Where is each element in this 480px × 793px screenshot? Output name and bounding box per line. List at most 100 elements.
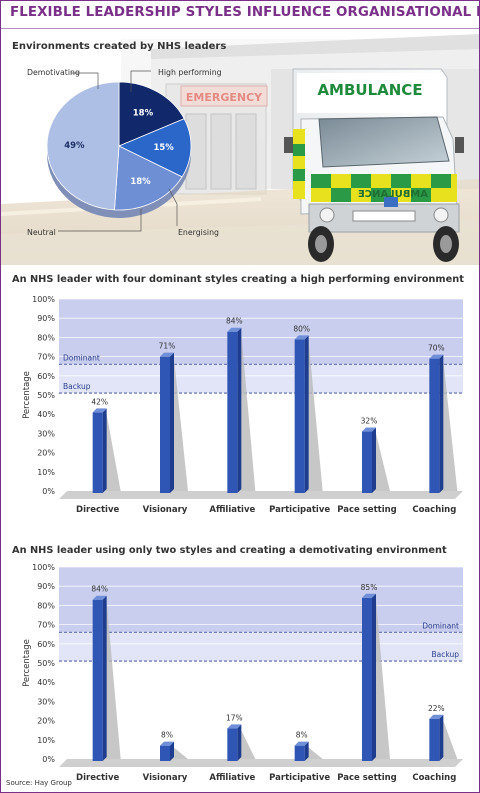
- chart2-y-tick-label: 30%: [37, 697, 55, 706]
- pie-chart: 18% 15% 18% 49%: [46, 81, 192, 218]
- chart2-y-tick-label: 60%: [37, 640, 55, 649]
- chart2-bar-coaching: [429, 718, 440, 761]
- chart2-y-axis-title: Percentage: [22, 639, 32, 687]
- pie-title: Environments created by NHS leaders: [12, 41, 227, 52]
- pie-leader-lines: [58, 70, 178, 232]
- chart1-bar-top-affiliative: [227, 327, 242, 332]
- chart1-bar-top-directive: [92, 408, 107, 413]
- chart2-bar-side-directive: [102, 595, 107, 761]
- chart1-bar-shadow-visionary: [170, 358, 188, 491]
- source-note: Source: Hay Group: [6, 779, 72, 787]
- chart2-bar-side-coaching: [439, 714, 444, 761]
- chart2-bar-participative: [294, 745, 305, 761]
- chart1-y-tick-label: 10%: [37, 468, 55, 477]
- chart1-value-label-pace-setting: 32%: [361, 417, 378, 426]
- chart1-bar-directive: [92, 412, 103, 493]
- chart1-bar-side-coaching: [439, 354, 444, 493]
- chart2-bar-shadow-affiliative: [237, 730, 256, 759]
- chart1-bar-shadow-participative: [304, 341, 323, 491]
- chart1-bar-side-directive: [102, 408, 107, 493]
- chart2-bar-top-pace-setting: [362, 593, 376, 598]
- chart1-y-tick-label: 90%: [37, 314, 55, 323]
- chart1-bar-side-visionary: [170, 352, 174, 493]
- pie-label-neutral: Neutral: [27, 228, 56, 237]
- chart2-value-label-affiliative: 17%: [226, 713, 243, 722]
- chart2-value-label-participative: 8%: [296, 731, 308, 740]
- chart2-y-tick-label: 40%: [37, 678, 55, 687]
- chart1-y-axis-title: Percentage: [22, 371, 32, 419]
- chart1-band-dominant: [59, 299, 463, 365]
- chart1-y-tick-label: 0%: [42, 487, 55, 496]
- hero-illustration: EMERGENCY AMBULANCE: [1, 29, 479, 265]
- chart2-y-tick-label: 20%: [37, 717, 55, 726]
- chart1-value-label-coaching: 70%: [428, 344, 445, 353]
- chart1-bar-coaching: [429, 358, 440, 493]
- chart2-y-tick-label: 100%: [32, 563, 55, 572]
- page-title: FLEXIBLE LEADERSHIP STYLES INFLUENCE ORG…: [10, 5, 479, 20]
- chart1-bar-visionary: [160, 356, 170, 493]
- chart2-value-label-visionary: 8%: [161, 731, 173, 740]
- chart1-bar-shadow-pace-setting: [372, 433, 390, 491]
- chart1-title: An NHS leader with four dominant styles …: [12, 274, 464, 285]
- chart2-category-label-affiliative: Affiliative: [209, 773, 255, 783]
- chart2-category-label-directive: Directive: [76, 773, 119, 783]
- pie-slice-neutral: [46, 81, 120, 211]
- chart1-bar-side-participative: [304, 335, 309, 493]
- chart2-bar-visionary: [160, 745, 170, 761]
- chart2-bar-side-participative: [304, 741, 309, 761]
- pie-value-high-performing: 18%: [133, 108, 154, 118]
- pie-value-neutral: 49%: [64, 141, 85, 151]
- chart2-band-label-dominant: Dominant: [422, 621, 459, 630]
- pie-label-high-performing: High performing: [158, 68, 222, 77]
- chart2-y-tick-label: 50%: [37, 659, 55, 668]
- chart1-category-label-participative: Participative: [269, 505, 330, 515]
- chart1-bar-top-participative: [294, 335, 309, 340]
- chart1-y-tick-label: 60%: [37, 372, 55, 381]
- chart2-bar-shadow-participative: [304, 747, 323, 759]
- chart1-value-label-participative: 80%: [293, 324, 310, 333]
- chart2-bar-shadow-coaching: [439, 720, 458, 759]
- chart2-bar-top-affiliative: [227, 724, 242, 729]
- chart1-bar-side-pace-setting: [372, 427, 376, 493]
- chart2-bar-affiliative: [227, 728, 238, 761]
- chart1-bar-shadow-coaching: [439, 360, 458, 491]
- chart1-category-label-directive: Directive: [76, 505, 119, 515]
- ambulance: AMBULANCE AMBULANCE: [284, 68, 464, 262]
- chart1-bar-top-coaching: [429, 354, 444, 359]
- chart1-y-tick-label: 70%: [37, 353, 55, 362]
- chart1-band-label-backup: Backup: [63, 382, 91, 391]
- chart2-title: An NHS leader using only two styles and …: [12, 545, 447, 556]
- chart1-value-label-directive: 42%: [91, 397, 108, 406]
- chart2-value-label-directive: 84%: [91, 585, 108, 594]
- chart1-band-backup: [59, 364, 463, 394]
- chart1-category-label-pace-setting: Pace setting: [337, 505, 397, 515]
- chart2-value-label-pace-setting: 85%: [361, 583, 378, 592]
- title-divider: [1, 28, 479, 29]
- pie-label-demotivating: Demotivating: [27, 68, 80, 77]
- chart1-bar-top-pace-setting: [362, 427, 376, 432]
- pie-slice-high-performing: [118, 81, 185, 147]
- chart2-bar-top-coaching: [429, 714, 444, 719]
- ambulance-mirror-text: AMBULANCE: [358, 189, 428, 200]
- chart1-bar-shadow-directive: [102, 414, 121, 491]
- ambulance-roof-text: AMBULANCE: [317, 81, 422, 99]
- chart2-bar-shadow-visionary: [170, 747, 188, 759]
- pie-label-energising: Energising: [178, 228, 219, 237]
- chart2-y-tick-label: 10%: [37, 736, 55, 745]
- chart1-category-label-coaching: Coaching: [412, 505, 456, 515]
- chart1-bar-top-visionary: [160, 352, 174, 357]
- chart2-bar-shadow-directive: [102, 601, 121, 759]
- emergency-sign-text: EMERGENCY: [186, 91, 263, 104]
- chart1-y-tick-label: 100%: [32, 295, 55, 304]
- chart2-bar-side-pace-setting: [372, 593, 376, 761]
- chart2-value-label-coaching: 22%: [428, 704, 445, 713]
- chart1-y-tick-label: 30%: [37, 429, 55, 438]
- chart2-y-tick-label: 0%: [42, 755, 55, 764]
- chart2-y-tick-label: 80%: [37, 601, 55, 610]
- chart2-category-label-visionary: Visionary: [143, 773, 188, 783]
- title-bar: FLEXIBLE LEADERSHIP STYLES INFLUENCE ORG…: [1, 1, 479, 28]
- chart1-category-label-visionary: Visionary: [143, 505, 188, 515]
